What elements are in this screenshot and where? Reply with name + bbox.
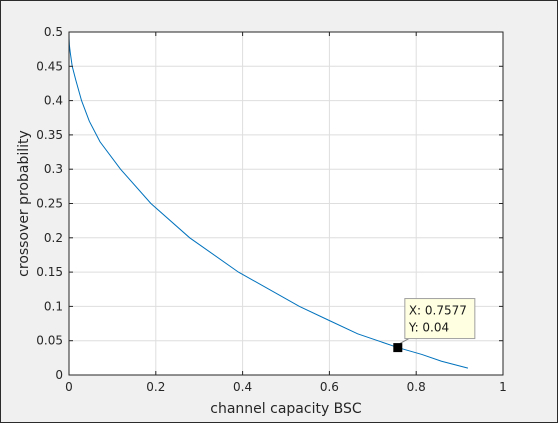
- datatip-x-text: X: 0.7577: [409, 304, 467, 318]
- y-tick-label: 0.1: [44, 299, 63, 313]
- x-tick-label: 0.6: [320, 380, 339, 394]
- x-tick-label: 0.2: [146, 380, 165, 394]
- datatip-box: [404, 298, 476, 340]
- y-tick-label: 0.05: [36, 334, 63, 348]
- ticks: [68, 31, 504, 376]
- datatip-connector: [399, 338, 410, 344]
- y-tick-label: 0.25: [36, 197, 63, 211]
- y-tick-label: 0.45: [36, 59, 63, 73]
- y-tick-label: 0.15: [36, 265, 63, 279]
- y-tick-label: 0.2: [44, 231, 63, 245]
- x-tick-label: 0: [65, 380, 73, 394]
- datatip[interactable]: X: 0.7577 Y: 0.04: [393, 298, 476, 353]
- series-line: [68, 31, 469, 369]
- y-tick-label: 0: [55, 368, 63, 382]
- y-tick-label: 0.4: [44, 94, 63, 108]
- x-tick-label: 0.8: [407, 380, 426, 394]
- datatip-y-text: Y: 0.04: [408, 321, 449, 335]
- y-tick-label: 0.35: [36, 128, 63, 142]
- datatip-marker[interactable]: [393, 343, 403, 353]
- y-axis-label: crossover probability: [16, 130, 32, 277]
- y-tick-label: 0.3: [44, 162, 63, 176]
- y-tick-label: 0.5: [44, 25, 63, 39]
- x-tick-label: 0.4: [233, 380, 252, 394]
- tick-labels: 0 0.2 0.4 0.6 0.8 1 0 0.05 0.1 0.15 0.2 0.25 0.3 0.35…: [36, 25, 507, 394]
- x-axis-label: channel capacity BSC: [210, 401, 362, 417]
- x-tick-label: 1: [499, 380, 507, 394]
- series-layer: [68, 31, 469, 369]
